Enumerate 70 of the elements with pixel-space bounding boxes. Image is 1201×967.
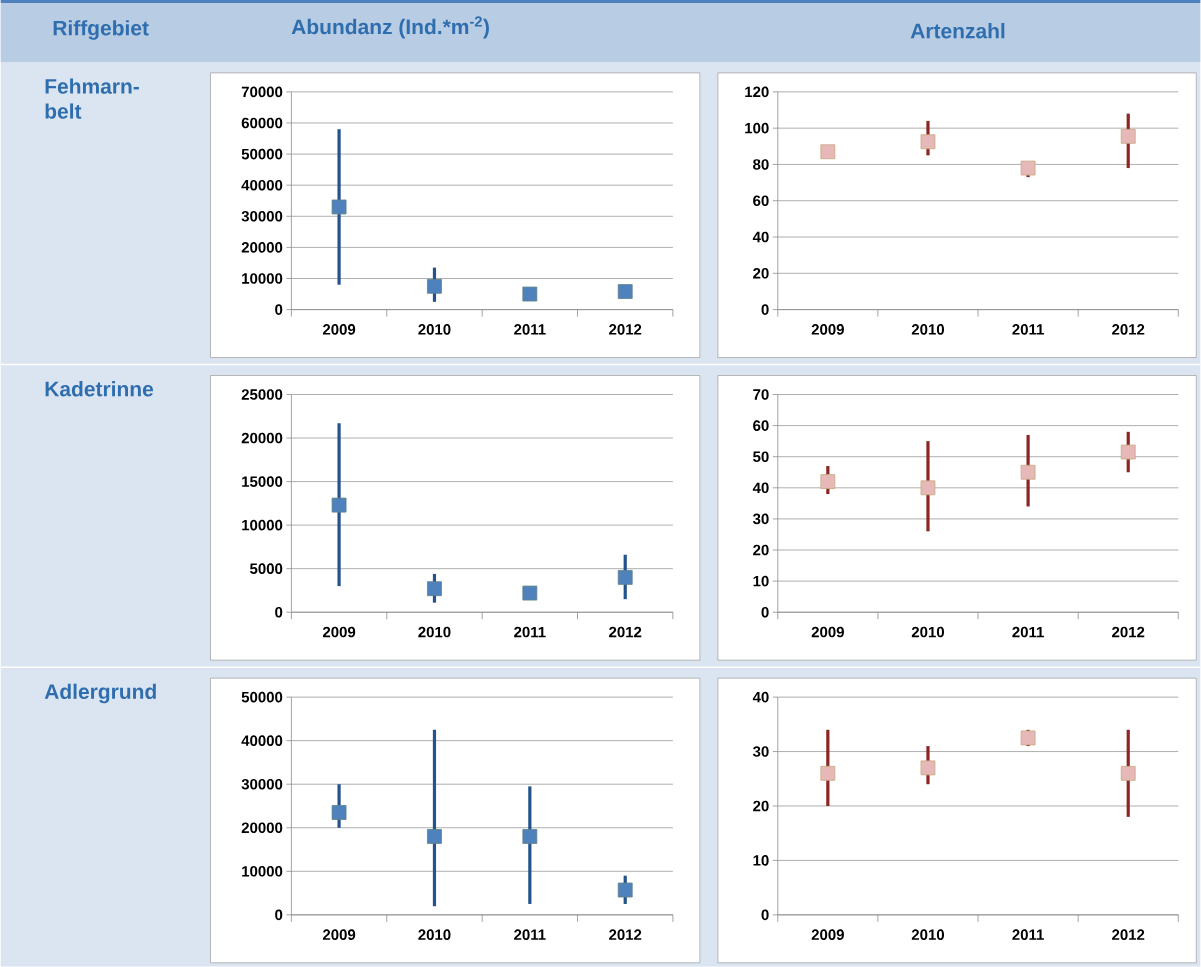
x-tick-label: 2011 xyxy=(1012,626,1044,638)
y-tick-label: 40 xyxy=(752,691,769,703)
x-tick-label: 2012 xyxy=(609,626,642,638)
x-tick-label: 2009 xyxy=(811,929,844,941)
y-tick-label: 120 xyxy=(745,86,769,98)
x-tick-label: 2010 xyxy=(418,626,451,638)
y-tick-label: 25000 xyxy=(241,389,283,400)
x-tick-label: 2009 xyxy=(811,324,844,335)
text: Kadetrinne xyxy=(45,381,154,397)
y-tick-label: 15000 xyxy=(242,476,283,487)
y-tick-label: 0 xyxy=(275,607,283,618)
y-tick-label: 10 xyxy=(753,855,769,866)
y-tick-label: 0 xyxy=(275,909,283,921)
y-tick-label: 30 xyxy=(752,746,769,757)
y-tick-label: 0 xyxy=(275,304,283,316)
x-tick-label: 2011 xyxy=(514,929,546,941)
x-tick-label: 2012 xyxy=(609,929,642,941)
y-tick-label: 60 xyxy=(753,420,769,432)
y-tick-label: 80 xyxy=(753,159,769,170)
y-tick-label: 5000 xyxy=(249,563,283,575)
x-tick-label: 2010 xyxy=(418,324,451,335)
y-tick-label: 30 xyxy=(752,513,769,525)
x-tick-label: 2009 xyxy=(322,324,356,335)
chart-title: Abundanz (Ind.*m$^{-2}$) xyxy=(291,16,489,39)
x-tick-label: 2010 xyxy=(418,929,451,941)
y-tick-label: 100 xyxy=(745,122,769,134)
x-tick-label: 2009 xyxy=(322,626,356,638)
x-tick-label: 2009 xyxy=(811,626,844,638)
y-tick-label: 40 xyxy=(752,231,769,243)
x-tick-label: 2012 xyxy=(609,324,642,335)
x-tick-label: 2010 xyxy=(911,929,944,941)
text: Fehmarn-belt xyxy=(45,78,139,119)
y-tick-label: 20 xyxy=(753,544,769,556)
y-tick-label: 10000 xyxy=(242,519,283,531)
x-tick-label: 2010 xyxy=(911,324,944,335)
x-tick-label: 2012 xyxy=(1112,929,1145,941)
x-tick-label: 2011 xyxy=(514,626,546,638)
y-tick-label: 60000 xyxy=(241,117,283,129)
y-tick-label: 20000 xyxy=(241,822,283,834)
y-tick-label: 0 xyxy=(761,607,769,618)
y-tick-label: 20 xyxy=(753,800,769,812)
y-tick-label: 20 xyxy=(753,268,769,279)
y-tick-label: 30000 xyxy=(241,211,283,222)
y-tick-label: 70 xyxy=(753,389,769,400)
x-tick-label: 2011 xyxy=(1012,929,1044,941)
text: Adlergrund xyxy=(44,683,156,704)
x-tick-label: 2010 xyxy=(911,626,944,638)
x-tick-label: 2009 xyxy=(322,929,356,941)
y-tick-label: 10 xyxy=(753,575,769,587)
y-tick-label: 60 xyxy=(753,195,769,207)
y-tick-label: 20000 xyxy=(241,432,283,444)
y-tick-label: 0 xyxy=(761,304,769,316)
y-tick-label: 10000 xyxy=(242,866,283,877)
y-tick-label: 30000 xyxy=(241,779,283,790)
y-tick-label: 50 xyxy=(753,451,769,463)
y-tick-label: 20000 xyxy=(241,242,283,253)
y-tick-label: 50000 xyxy=(241,148,283,160)
y-tick-label: 40000 xyxy=(241,735,283,747)
text: Riffgebiet xyxy=(53,20,149,40)
x-tick-label: 2011 xyxy=(1012,324,1044,335)
chart-title: Artenzahl xyxy=(910,23,1005,39)
x-tick-label: 2011 xyxy=(514,324,546,335)
x-tick-label: 2012 xyxy=(1112,324,1145,335)
y-tick-label: 40 xyxy=(752,482,769,494)
y-tick-label: 40000 xyxy=(241,179,283,191)
x-tick-label: 2012 xyxy=(1112,626,1145,638)
y-tick-label: 70000 xyxy=(241,86,283,98)
y-tick-label: 0 xyxy=(761,909,769,921)
y-tick-label: 50000 xyxy=(241,691,283,703)
y-tick-label: 10000 xyxy=(242,273,283,284)
